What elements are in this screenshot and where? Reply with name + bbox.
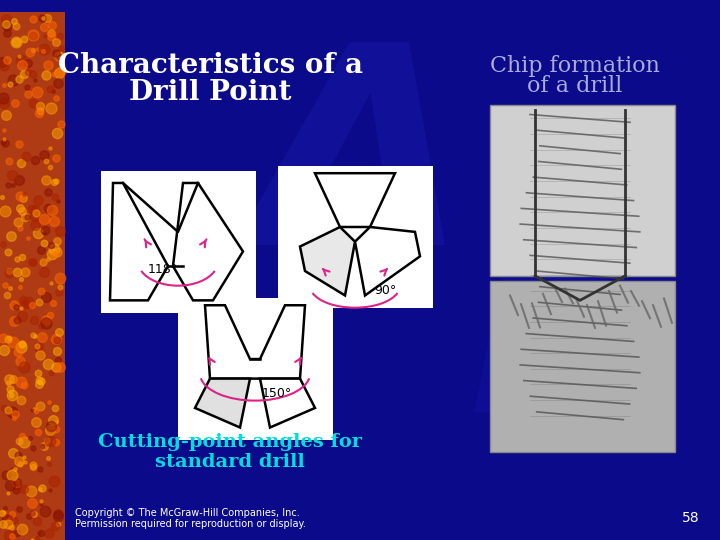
FancyBboxPatch shape [490,105,675,276]
Polygon shape [300,227,355,295]
Polygon shape [173,183,243,300]
Text: Characteristics of a: Characteristics of a [58,52,362,79]
Text: Drill Point: Drill Point [129,78,292,105]
FancyBboxPatch shape [277,166,433,308]
Text: 90°: 90° [374,284,396,297]
Polygon shape [110,183,168,300]
FancyBboxPatch shape [490,281,675,452]
Text: Chip formation: Chip formation [490,55,660,77]
Text: 150°: 150° [262,387,292,400]
Polygon shape [355,227,420,295]
Polygon shape [315,173,395,227]
Text: A: A [253,33,467,303]
Polygon shape [195,379,250,428]
Text: Copyright © The McGraw-Hill Companies, Inc.
Permission required for reproduction: Copyright © The McGraw-Hill Companies, I… [75,508,306,529]
Text: Cutting-point angles for
standard drill: Cutting-point angles for standard drill [98,433,362,471]
Text: 58: 58 [683,511,700,525]
Polygon shape [260,379,315,428]
FancyBboxPatch shape [0,12,65,540]
FancyBboxPatch shape [101,171,256,313]
Polygon shape [205,305,305,379]
Text: R: R [469,253,630,455]
Text: of a drill: of a drill [527,75,623,97]
FancyBboxPatch shape [178,298,333,440]
Text: 118°: 118° [148,262,178,275]
